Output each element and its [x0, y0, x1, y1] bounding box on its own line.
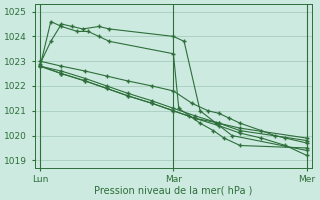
X-axis label: Pression niveau de la mer( hPa ): Pression niveau de la mer( hPa ) [94, 186, 252, 196]
